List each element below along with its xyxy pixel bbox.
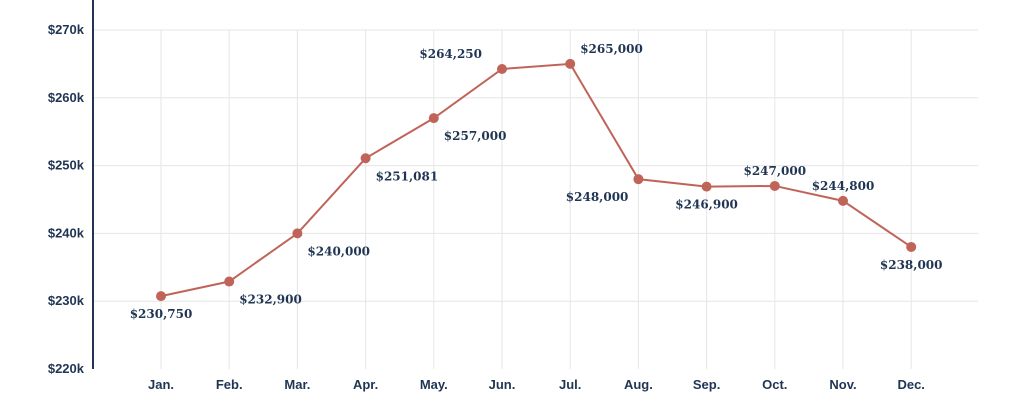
x-tick-label: Jan.: [148, 377, 174, 392]
data-point: [224, 276, 235, 287]
data-label: $251,081: [376, 169, 439, 183]
data-point: [497, 63, 507, 74]
data-label: $246,900: [675, 198, 738, 212]
data-point: [701, 181, 712, 192]
y-tick-label: $220k: [48, 361, 85, 376]
y-tick-label: $230k: [48, 293, 85, 308]
data-label: $248,000: [566, 190, 629, 204]
x-tick-label: Feb.: [216, 377, 243, 392]
x-tick-label: May.: [420, 377, 448, 392]
x-tick-label: Jun.: [489, 377, 516, 392]
data-labels: $230,750 $232,900 $240,000 $251,081 $257,000…: [130, 42, 943, 321]
data-label: $264,250: [419, 47, 482, 61]
data-label: $265,000: [580, 42, 643, 56]
series-line: [160, 62, 912, 298]
x-tick-label: Nov.: [829, 377, 856, 392]
data-label: $230,750: [130, 307, 193, 321]
y-tick-label: $260k: [48, 90, 85, 105]
y-tick-label: $270k: [48, 22, 85, 37]
data-point: [838, 195, 848, 206]
x-tick-label: Jul.: [559, 377, 581, 392]
data-label: $232,900: [239, 293, 302, 307]
data-label: $247,000: [743, 164, 806, 178]
data-point: [428, 113, 439, 124]
x-tick-label: Aug.: [624, 377, 653, 392]
y-axis-ticks: $220k $230k $240k $250k $260k $270k: [48, 22, 85, 376]
data-point: [906, 241, 917, 252]
data-point: [633, 174, 644, 185]
x-axis-ticks: Jan. Feb. Mar. Apr. May. Jun. Jul. Aug. Sep. Oct.…: [148, 377, 925, 392]
x-tick-label: Sep.: [693, 377, 720, 392]
data-point: [360, 153, 371, 164]
series: [156, 58, 917, 302]
data-label: $240,000: [307, 244, 370, 258]
x-tick-label: Dec.: [897, 377, 924, 392]
data-point: [156, 291, 166, 302]
data-point: [565, 58, 576, 69]
data-point: [292, 228, 303, 239]
x-tick-label: Oct.: [762, 377, 787, 392]
x-tick-label: Apr.: [353, 377, 378, 392]
y-tick-label: $240k: [48, 225, 85, 240]
y-tick-label: $250k: [48, 158, 85, 173]
grid: [93, 29, 978, 369]
data-label: $257,000: [444, 129, 507, 143]
data-label: $244,800: [812, 179, 875, 193]
x-tick-label: Mar.: [284, 377, 310, 392]
data-point: [769, 180, 780, 191]
data-label: $238,000: [880, 258, 943, 272]
